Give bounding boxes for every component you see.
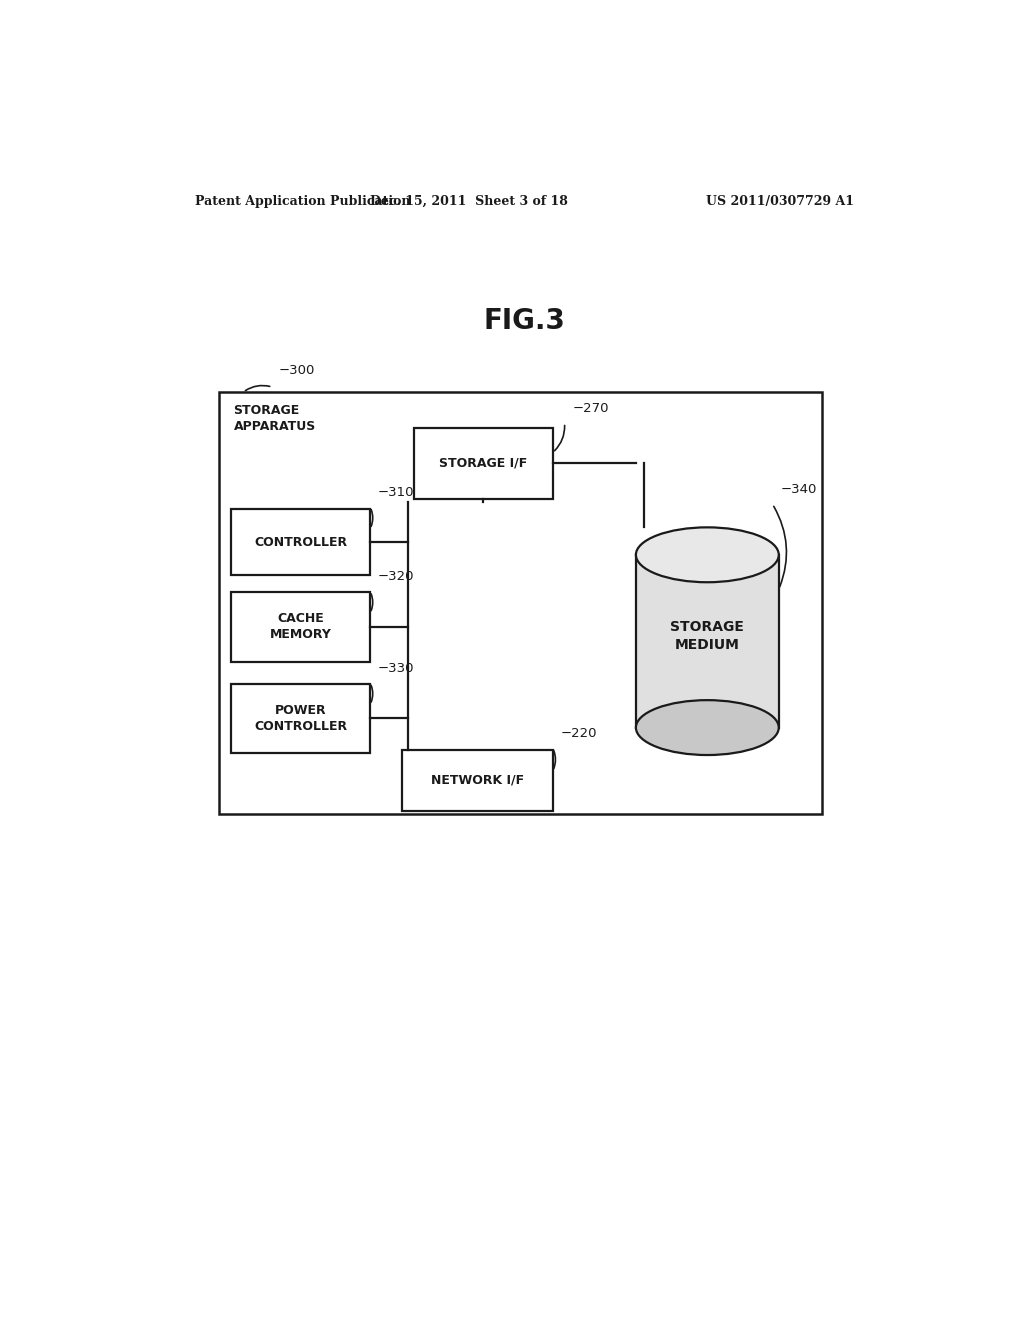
Text: CONTROLLER: CONTROLLER <box>254 536 347 549</box>
Text: −310: −310 <box>378 486 415 499</box>
Bar <box>636 554 779 727</box>
Text: −220: −220 <box>560 727 597 739</box>
Text: FIG.3: FIG.3 <box>484 308 565 335</box>
Text: POWER
CONTROLLER: POWER CONTROLLER <box>254 704 347 733</box>
Bar <box>231 510 370 576</box>
Text: Dec. 15, 2011  Sheet 3 of 18: Dec. 15, 2011 Sheet 3 of 18 <box>371 194 568 207</box>
Bar <box>231 593 370 661</box>
Text: STORAGE
APPARATUS: STORAGE APPARATUS <box>233 404 315 433</box>
Text: Patent Application Publication: Patent Application Publication <box>196 194 411 207</box>
Text: STORAGE I/F: STORAGE I/F <box>439 457 527 470</box>
Text: −330: −330 <box>378 661 415 675</box>
Ellipse shape <box>636 700 778 755</box>
Text: CACHE
MEMORY: CACHE MEMORY <box>269 612 332 642</box>
Text: −340: −340 <box>780 483 817 496</box>
Bar <box>414 428 553 499</box>
Text: −270: −270 <box>572 401 609 414</box>
Text: US 2011/0307729 A1: US 2011/0307729 A1 <box>707 194 854 207</box>
Bar <box>219 392 822 814</box>
Ellipse shape <box>636 528 778 582</box>
Bar <box>401 750 553 810</box>
Text: −320: −320 <box>378 570 415 583</box>
Text: −300: −300 <box>279 364 315 378</box>
Text: STORAGE
MEDIUM: STORAGE MEDIUM <box>671 620 744 652</box>
Text: NETWORK I/F: NETWORK I/F <box>431 774 523 787</box>
Bar <box>231 684 370 752</box>
